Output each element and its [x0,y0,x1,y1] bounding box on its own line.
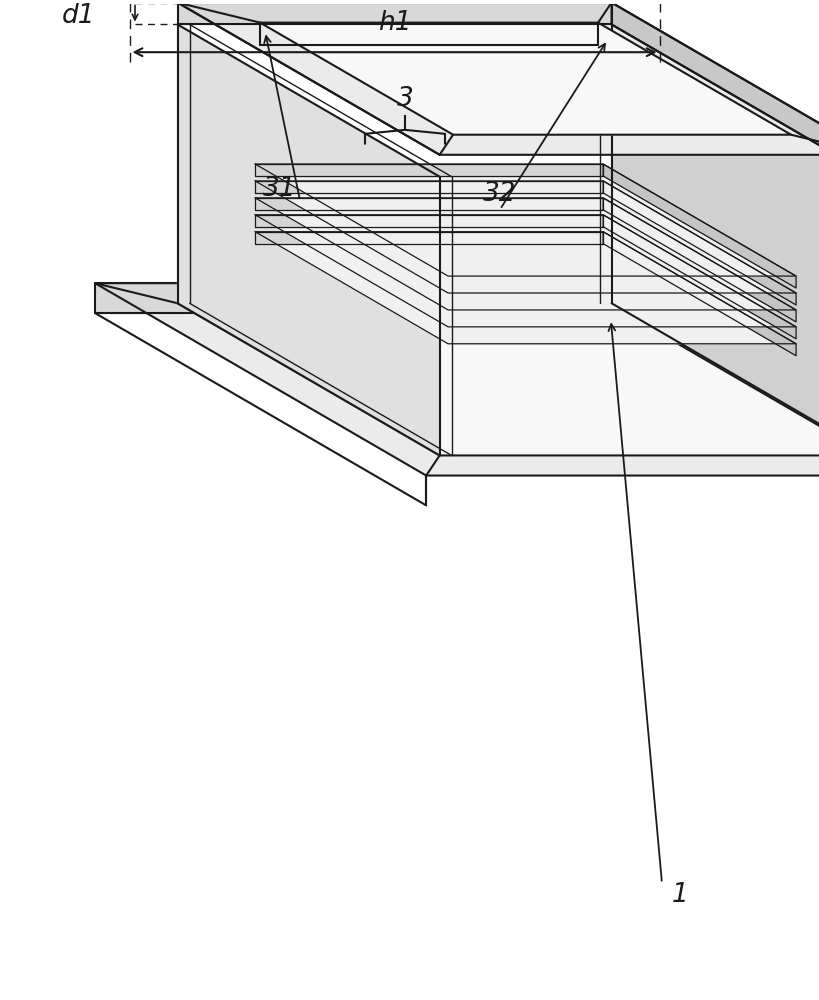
Polygon shape [256,181,796,293]
Polygon shape [178,3,819,155]
Polygon shape [256,198,796,310]
Polygon shape [256,164,796,276]
Polygon shape [256,215,603,227]
Polygon shape [625,283,819,505]
Polygon shape [178,24,440,455]
Text: 1: 1 [672,882,689,908]
Polygon shape [256,198,603,210]
Polygon shape [612,3,819,177]
Polygon shape [603,215,796,339]
Polygon shape [256,232,603,244]
Polygon shape [256,164,603,176]
Polygon shape [178,303,819,455]
Text: 32: 32 [483,181,517,207]
Polygon shape [256,181,603,193]
Polygon shape [95,283,625,313]
Polygon shape [603,198,796,322]
Polygon shape [603,181,796,305]
Polygon shape [603,164,796,288]
Text: 3: 3 [396,86,414,112]
Text: d1: d1 [61,3,95,29]
Text: 31: 31 [263,176,296,202]
Polygon shape [603,232,796,356]
Polygon shape [256,215,796,327]
Polygon shape [95,283,819,476]
Text: h1: h1 [378,10,411,36]
Polygon shape [256,232,796,344]
Polygon shape [178,3,612,24]
Polygon shape [260,23,791,135]
Polygon shape [612,24,819,455]
